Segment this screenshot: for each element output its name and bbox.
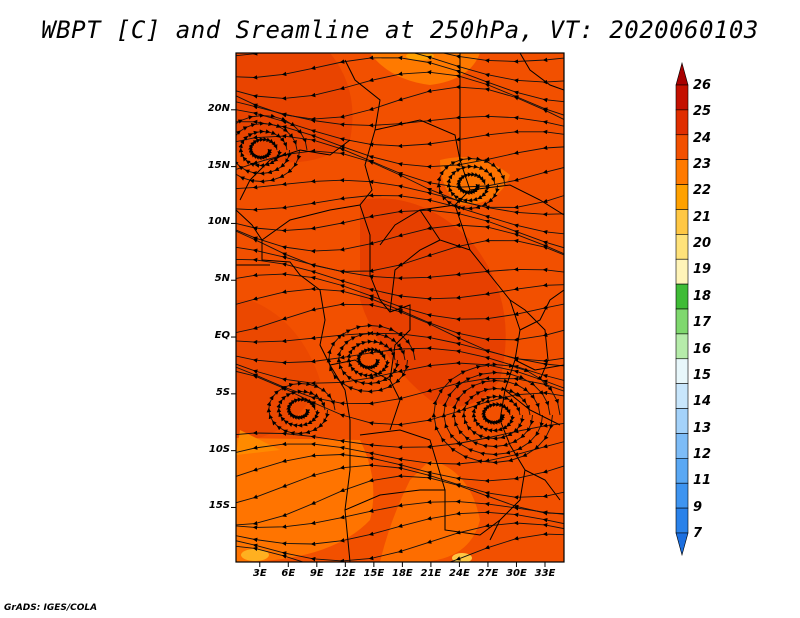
colorbar-min-arrow — [675, 532, 689, 557]
colorbar-label: 16 — [693, 341, 712, 357]
colorbar-label: 13 — [693, 420, 712, 436]
colorbar-box — [675, 358, 689, 384]
lat-label-15s: 15S — [208, 500, 230, 512]
lon-label-3e: 3E — [252, 568, 267, 579]
lon-label-30e: 30E — [506, 568, 527, 579]
colorbar-max-arrow — [675, 61, 689, 86]
colorbar-box — [675, 283, 689, 310]
colorbar-box — [675, 482, 689, 509]
colorbar-label: 12 — [693, 446, 712, 462]
lat-label-10n: 10N — [207, 216, 230, 228]
colorbar-label: 24 — [693, 130, 712, 146]
streamline — [236, 531, 564, 562]
grads-credit: GrADS: IGES/COLA — [4, 603, 98, 613]
lat-label-eq: EQ — [214, 330, 230, 342]
lon-label-24e: 24E — [449, 568, 470, 579]
lon-label-9e: 9E — [309, 568, 324, 579]
streamline — [326, 323, 416, 394]
colorbar-box — [675, 84, 689, 111]
colorbar-box — [675, 458, 689, 484]
lon-label-27e: 27E — [477, 568, 499, 579]
colorbar-label: 17 — [693, 315, 712, 331]
lon-label-21e: 21E — [420, 568, 442, 579]
colorbar-box — [675, 109, 689, 136]
colorbar-box — [675, 234, 689, 260]
streamline — [436, 156, 506, 211]
lat-label-10s: 10S — [208, 443, 230, 455]
colorbar-label: 21 — [693, 209, 712, 225]
lat-label-15n: 15N — [207, 159, 230, 171]
colorbar-label: 26 — [693, 78, 712, 93]
colorbar-box — [675, 209, 689, 235]
colorbar-box — [675, 507, 689, 534]
colorbar-label: 15 — [693, 367, 712, 383]
colorbar-box — [675, 159, 689, 185]
colorbar-box — [675, 184, 689, 210]
colorbar-label: 25 — [693, 104, 712, 120]
colorbar-label: 9 — [693, 499, 703, 515]
map-frame — [235, 52, 565, 563]
streamline — [431, 362, 561, 465]
streamlines — [236, 53, 564, 562]
lon-label-33e: 33E — [534, 568, 556, 579]
lon-label-18e: 18E — [392, 568, 413, 579]
colorbar-box — [675, 258, 689, 285]
axis-ticks — [231, 109, 546, 567]
colorbar-label: 7 — [693, 526, 703, 541]
colorbar-box — [675, 383, 689, 409]
colorbar-label: 18 — [693, 288, 712, 304]
colorbar-box — [675, 408, 689, 434]
lon-label-6e: 6E — [281, 568, 296, 579]
colorbar-box — [675, 308, 689, 335]
map-title: WBPT [C] and Sreamline at 250hPa, VT: 20… — [41, 16, 759, 44]
lat-label-5s: 5S — [215, 386, 230, 398]
colorbar-label: 14 — [693, 394, 712, 410]
lat-label-20n: 20N — [207, 102, 230, 114]
colorbar-box — [675, 134, 689, 160]
country-borders — [236, 53, 564, 562]
colorbar-label: 23 — [693, 157, 712, 173]
lat-label-5n: 5N — [214, 273, 230, 285]
colorbar-label: 20 — [693, 236, 712, 252]
colorbar-label: 22 — [693, 183, 712, 199]
colorbar-label: 19 — [693, 262, 712, 278]
lon-label-12e: 12E — [334, 568, 356, 579]
colorbar-label: 11 — [693, 473, 712, 489]
colorbar — [675, 61, 689, 557]
streamline — [266, 381, 336, 436]
streamline — [236, 113, 308, 184]
lon-label-15e: 15E — [363, 568, 385, 579]
colorbar-box — [675, 333, 689, 360]
colorbar-box — [675, 433, 689, 459]
